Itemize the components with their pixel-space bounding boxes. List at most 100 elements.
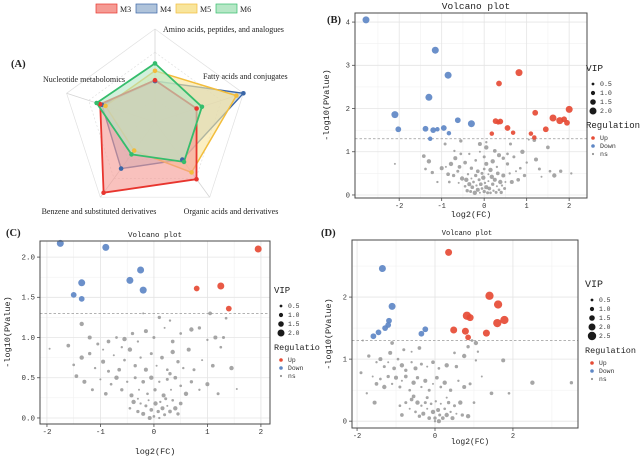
chart-text: 0.5	[599, 297, 611, 304]
chart-text: ns	[288, 373, 296, 380]
chart-text: VIP	[585, 280, 603, 291]
plot-grid	[40, 241, 270, 424]
chart-text: Down	[599, 368, 615, 375]
chart-text: Organic acids and derivatives	[184, 207, 279, 216]
chart-text: Down	[288, 365, 304, 372]
chart-text: -1	[96, 429, 106, 437]
chart-text: Up	[288, 357, 296, 364]
chart-text: 1	[343, 357, 347, 365]
radar-series-M6	[95, 62, 203, 163]
chart-text: 0	[152, 429, 157, 437]
chart-text: 0	[433, 433, 437, 441]
chart-text: 1.5	[21, 295, 35, 303]
chart-text: 1	[525, 203, 529, 211]
ns-points	[48, 311, 238, 421]
chart-text: log2(FC)	[451, 210, 492, 220]
chart-text: VIP	[586, 63, 603, 74]
up-points	[445, 248, 509, 341]
chart-text: 1.5	[600, 99, 612, 106]
plot-grid	[352, 240, 578, 428]
plot-frame: -2 -1 0 1 2 0.0 0.5 1.0 1.5 2.0	[21, 240, 271, 437]
chart-text: -log10(PValue)	[322, 69, 332, 140]
plot-frame: -2 -1 0 1 2 0 1 2 3 4	[346, 12, 588, 211]
chart-text: 2.0	[288, 330, 300, 337]
chart-text: -2	[395, 203, 403, 211]
volcano-plot-panel-d: -2 0 2 0 1 2 Volcano plot log2(FC) -log10(PValue…	[324, 230, 636, 447]
chart-text: Regulation	[585, 346, 636, 356]
chart-text: 0	[343, 419, 347, 427]
chart-text: 1.0	[600, 90, 612, 97]
volcano-plot-panel-c: -2 -1 0 1 2 0.0 0.5 1.0 1.5 2.0 Volcano plot log2(F…	[3, 232, 320, 457]
legend-swatch-M3	[95, 3, 118, 14]
legend-swatch-M5	[175, 3, 198, 14]
chart-text: 0.5	[21, 375, 35, 383]
down-points	[362, 16, 475, 142]
chart-text: Regulation	[274, 343, 320, 353]
radar-series	[94, 61, 246, 195]
chart-text: 1.0	[288, 312, 300, 319]
panel-d-label: (D)	[321, 228, 336, 239]
chart-text: 2	[511, 433, 515, 441]
chart-text: 2.5	[599, 333, 611, 340]
chart-text: 0	[482, 203, 486, 211]
chart-text: Nucleotide metabolomics	[43, 75, 125, 84]
chart-text: Benzene and substituted derivatives	[42, 207, 157, 216]
chart-text: 1.5	[599, 315, 611, 322]
chart-text: 0.5	[600, 81, 612, 88]
panel-a-label: (A)	[11, 59, 26, 70]
plot-grid	[355, 13, 587, 198]
chart-text: Regulation	[586, 121, 640, 131]
up-points	[193, 245, 262, 312]
ns-points	[393, 138, 573, 195]
legend-swatch-M4	[135, 3, 158, 14]
chart-text: 0.0	[21, 415, 35, 423]
chart-text: 2.0	[600, 108, 612, 115]
chart-text: Amino acids, peptides, and analogues	[163, 25, 284, 34]
volcano-plot-panel-b: -2 -1 0 1 2 0 1 2 3 4 Volcano plot log2(FC) -log10(P…	[322, 1, 640, 220]
chart-text: -log10(PValue)	[324, 298, 334, 369]
chart-text: 2	[346, 106, 350, 114]
radar-axis-labels: Amino acids, peptides, and analogues Fatt…	[42, 25, 288, 216]
chart-text: -1	[437, 203, 445, 211]
chart-text: log2(FC)	[451, 438, 489, 447]
chart-text: 1.0	[21, 335, 35, 343]
panel-b-label: (B)	[327, 15, 341, 26]
plot-frame: -2 0 2 0 1 2	[343, 239, 579, 441]
chart-text: 4	[346, 19, 350, 27]
chart-text: -2	[353, 433, 361, 441]
down-points	[370, 265, 429, 340]
chart-text: ns	[600, 151, 608, 158]
chart-text: 2.0	[21, 254, 35, 262]
chart-text: 1.5	[288, 321, 300, 328]
chart-text: Up	[599, 360, 607, 367]
chart-text: log2(FC)	[135, 447, 176, 457]
chart-text: M6	[240, 5, 251, 14]
radar-chart-panel-a: Amino acids, peptides, and analogues Fatt…	[42, 3, 288, 216]
chart-text: Down	[600, 143, 616, 150]
chart-text: Volcano plot	[128, 232, 182, 240]
up-points	[489, 69, 573, 140]
chart-text: M3	[120, 5, 131, 14]
chart-text: -2	[42, 429, 51, 437]
chart-text: 0	[346, 192, 350, 200]
chart-text: 1	[205, 429, 210, 437]
legend-swatch-M6	[215, 3, 238, 14]
chart-text: Up	[600, 135, 608, 142]
chart-text: ns	[599, 376, 607, 383]
chart-text: 1.0	[599, 306, 611, 313]
chart-text: M5	[200, 5, 211, 14]
chart-text: 0.5	[288, 303, 300, 310]
chart-text: VIP	[274, 286, 290, 296]
chart-text: Volcano plot	[442, 1, 510, 12]
chart-text: M4	[160, 5, 171, 14]
chart-text: 2	[343, 294, 347, 302]
chart-text: 2.0	[599, 324, 611, 331]
radar-legend: M3 M4 M5 M6	[95, 3, 251, 14]
down-points	[56, 239, 147, 302]
chart-text: -log10(PValue)	[3, 296, 13, 367]
chart-text: 2	[567, 203, 571, 211]
